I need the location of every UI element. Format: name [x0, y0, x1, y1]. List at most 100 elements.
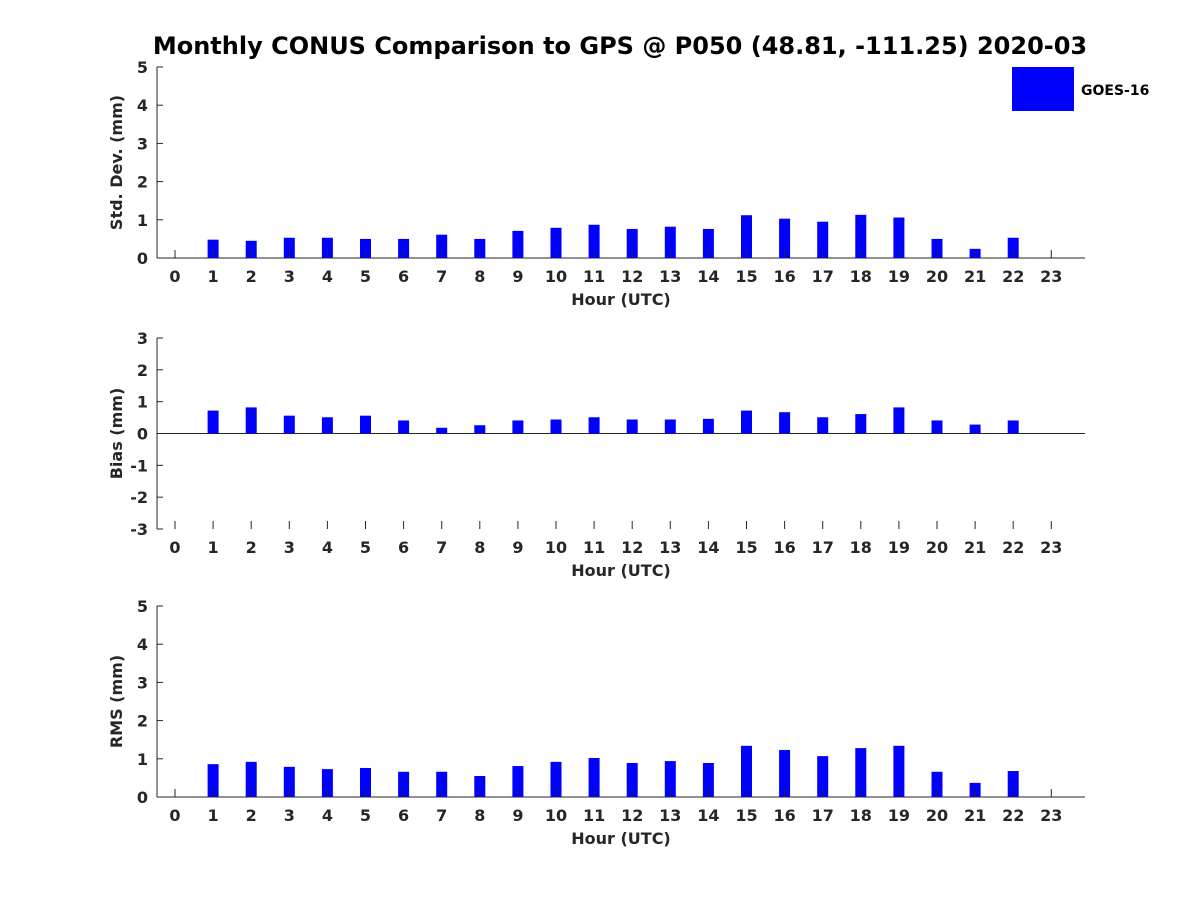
x-tick-label: 1 — [208, 538, 219, 557]
bar-hour-8 — [474, 425, 486, 434]
x-tick-label: 19 — [888, 538, 910, 557]
bar-hour-17 — [817, 756, 829, 797]
bar-hour-6 — [398, 238, 410, 258]
x-tick-label: 7 — [436, 806, 447, 825]
x-tick-label: 11 — [583, 538, 605, 557]
bar-hour-16 — [779, 412, 791, 434]
x-tick-label: 0 — [169, 538, 180, 557]
bar-hour-7 — [436, 427, 448, 434]
x-tick-label: 9 — [512, 267, 523, 286]
x-tick-label: 23 — [1040, 538, 1062, 557]
x-tick-label: 17 — [812, 267, 834, 286]
x-tick-label: 12 — [621, 538, 643, 557]
bar-hour-12 — [626, 228, 638, 258]
bar-hour-22 — [1007, 771, 1019, 797]
bar-hour-17 — [817, 417, 829, 434]
y-tick-label: 0 — [137, 425, 148, 444]
bar-hour-20 — [931, 420, 943, 434]
bar-hour-3 — [283, 237, 295, 258]
x-tick-label: 13 — [659, 806, 681, 825]
bar-hour-2 — [245, 407, 257, 434]
x-tick-label: 11 — [583, 806, 605, 825]
y-tick-label: 3 — [137, 134, 148, 153]
y-tick-label: 5 — [137, 58, 148, 77]
x-tick-label: 18 — [850, 538, 872, 557]
figure-title: Monthly CONUS Comparison to GPS @ P050 (… — [153, 32, 1087, 60]
y-tick-label: 3 — [137, 673, 148, 692]
x-axis-label: Hour (UTC) — [571, 290, 671, 309]
y-tick-label: 4 — [137, 96, 148, 115]
bar-hour-9 — [512, 766, 524, 797]
y-tick-label: 2 — [137, 361, 148, 380]
y-tick-label: -1 — [130, 456, 148, 475]
x-tick-label: 4 — [322, 267, 333, 286]
y-tick-label: -2 — [130, 488, 148, 507]
bar-hour-18 — [855, 414, 867, 434]
x-tick-label: 20 — [926, 538, 948, 557]
x-tick-label: 15 — [735, 538, 757, 557]
bar-hour-13 — [664, 419, 676, 434]
bar-hour-4 — [321, 417, 333, 434]
x-tick-label: 10 — [545, 267, 567, 286]
y-axis-label: Bias (mm) — [107, 388, 126, 480]
x-tick-label: 18 — [850, 806, 872, 825]
legend-label: GOES-16 — [1081, 83, 1149, 99]
x-tick-label: 9 — [512, 806, 523, 825]
x-axis-label: Hour (UTC) — [571, 561, 671, 580]
bar-hour-22 — [1007, 420, 1019, 434]
bar-hour-9 — [512, 420, 524, 434]
y-tick-label: -3 — [130, 520, 148, 539]
bar-hour-20 — [931, 771, 943, 797]
x-tick-label: 12 — [621, 806, 643, 825]
y-tick-label: 2 — [137, 173, 148, 192]
bar-hour-18 — [855, 214, 867, 258]
bar-hour-1 — [207, 410, 219, 434]
x-tick-label: 21 — [964, 806, 986, 825]
x-axis-label: Hour (UTC) — [571, 829, 671, 848]
x-tick-label: 6 — [398, 538, 409, 557]
x-tick-label: 3 — [284, 267, 295, 286]
bar-hour-9 — [512, 230, 524, 258]
bar-hour-10 — [550, 419, 562, 434]
bar-hour-5 — [360, 238, 371, 258]
x-tick-label: 13 — [659, 538, 681, 557]
bar-hour-19 — [893, 407, 905, 434]
y-axis-label: RMS (mm) — [107, 655, 126, 748]
x-tick-label: 1 — [208, 267, 219, 286]
bar-hour-4 — [321, 237, 333, 258]
bar-hour-12 — [626, 419, 638, 434]
x-tick-label: 16 — [773, 538, 795, 557]
bar-hour-15 — [741, 215, 752, 258]
bar-hour-13 — [664, 226, 676, 258]
bar-hour-3 — [283, 415, 295, 434]
bar-hour-8 — [474, 775, 486, 797]
bar-hour-15 — [741, 745, 752, 797]
x-tick-label: 0 — [169, 267, 180, 286]
x-tick-label: 14 — [697, 267, 719, 286]
x-tick-label: 19 — [888, 267, 910, 286]
x-tick-label: 10 — [545, 806, 567, 825]
x-tick-label: 8 — [474, 806, 485, 825]
x-tick-label: 5 — [360, 806, 371, 825]
y-tick-label: 4 — [137, 635, 148, 654]
bar-hour-8 — [474, 238, 486, 258]
bar-hour-6 — [398, 771, 410, 797]
bar-hour-13 — [664, 761, 676, 797]
bar-hour-5 — [360, 415, 371, 434]
x-tick-label: 8 — [474, 267, 485, 286]
x-tick-label: 3 — [284, 538, 295, 557]
bar-hour-4 — [321, 769, 333, 797]
bar-hour-19 — [893, 745, 905, 797]
x-tick-label: 22 — [1002, 806, 1024, 825]
y-tick-label: 0 — [137, 249, 148, 268]
bar-hour-6 — [398, 420, 410, 434]
x-tick-label: 13 — [659, 267, 681, 286]
x-tick-label: 9 — [512, 538, 523, 557]
y-tick-label: 2 — [137, 712, 148, 731]
x-tick-label: 2 — [246, 538, 257, 557]
x-tick-label: 1 — [208, 806, 219, 825]
x-tick-label: 20 — [926, 267, 948, 286]
